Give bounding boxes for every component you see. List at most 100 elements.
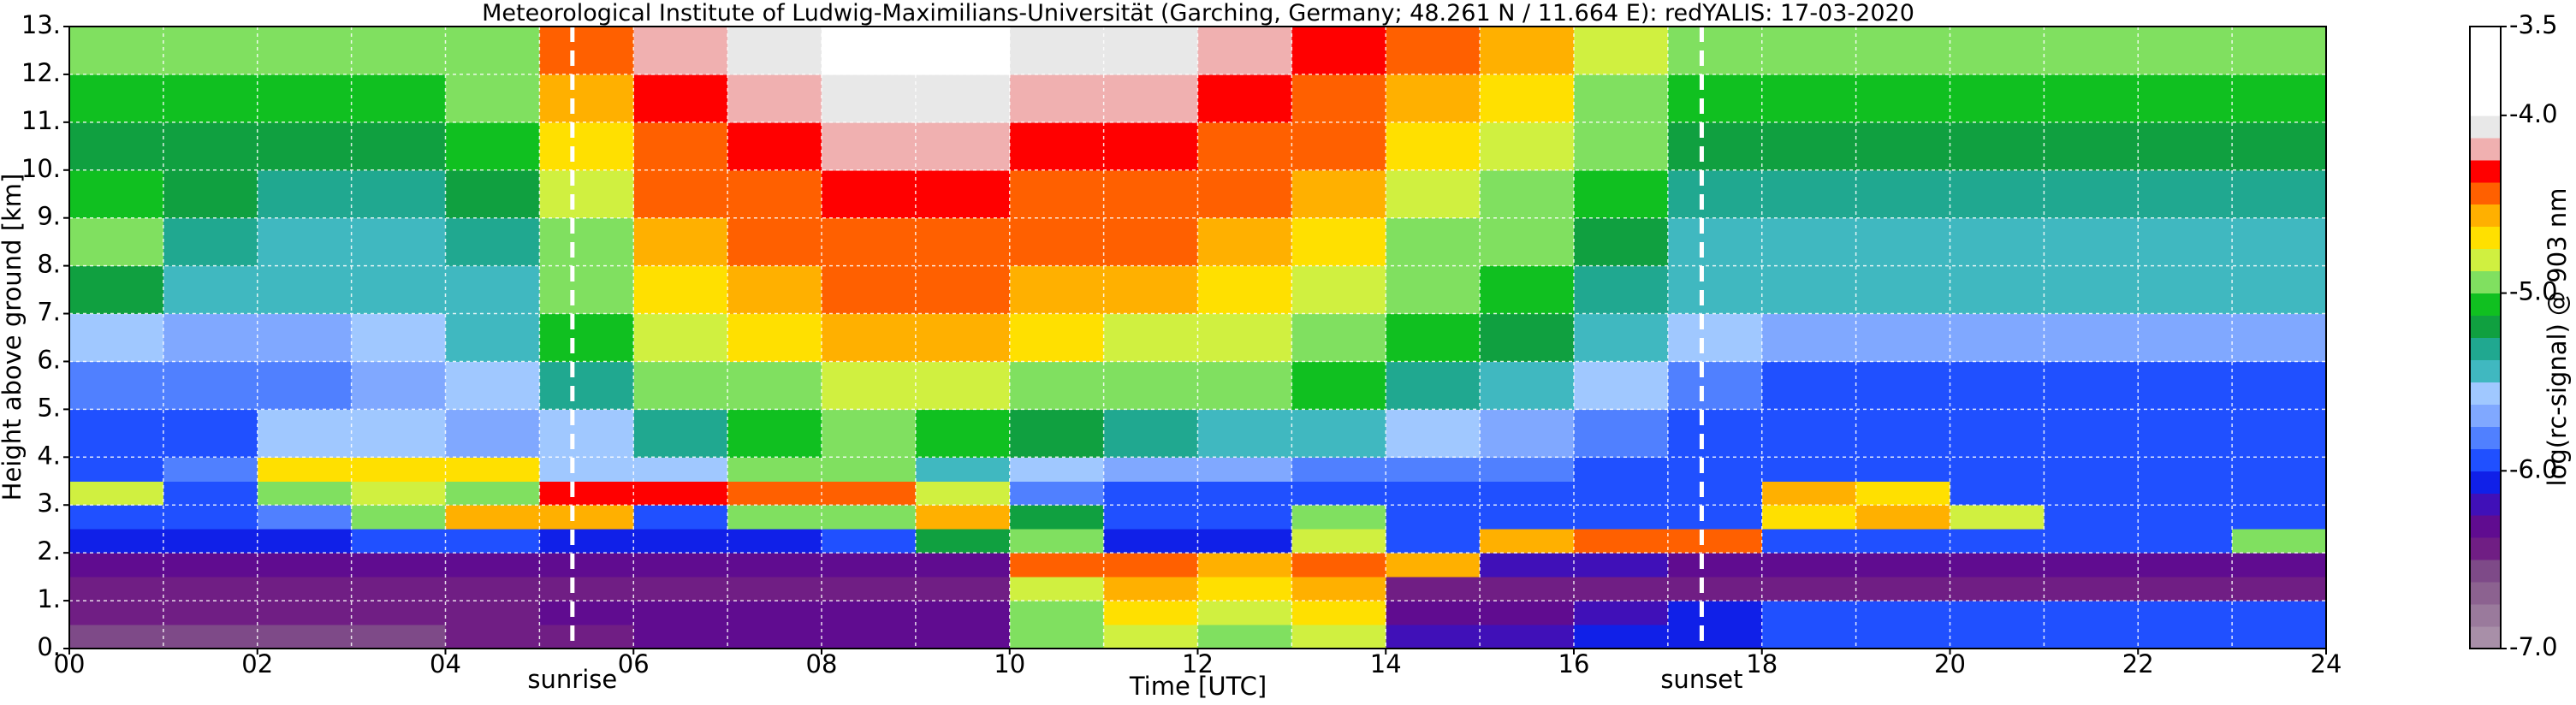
heatmap-cell: [2044, 457, 2139, 482]
y-tick-label: 1.: [37, 584, 61, 613]
heatmap-cell: [1197, 625, 1292, 649]
heatmap-cell: [915, 481, 1011, 506]
heatmap-cell: [257, 409, 353, 458]
heatmap-cell: [1480, 74, 1575, 123]
heatmap-cell: [2232, 625, 2327, 649]
heatmap-cell: [2232, 409, 2327, 458]
heatmap-cell: [2138, 625, 2233, 649]
heatmap-cell: [1103, 409, 1198, 458]
y-tick-label: 11.: [21, 106, 61, 135]
heatmap-cell: [69, 601, 164, 625]
heatmap-cell: [915, 265, 1011, 315]
colorbar-band: [2470, 159, 2501, 183]
heatmap-cell: [351, 529, 446, 554]
heatmap-cell: [1574, 217, 1669, 267]
heatmap-cell: [1291, 121, 1386, 171]
heatmap-cell: [2232, 313, 2327, 362]
heatmap-cell: [2232, 481, 2327, 506]
heatmap-cell: [1761, 481, 1857, 506]
heatmap-cell: [1009, 169, 1105, 219]
heatmap-cell: [257, 625, 353, 649]
heatmap-cell: [1009, 313, 1105, 362]
heatmap: [69, 27, 2327, 649]
heatmap-cell: [539, 601, 634, 625]
heatmap-cell: [1291, 553, 1386, 578]
heatmap-cell: [1667, 217, 1763, 267]
colorbar-band: [2470, 315, 2501, 338]
heatmap-cell: [822, 505, 917, 530]
heatmap-cell: [1480, 169, 1575, 219]
heatmap-cell: [1950, 505, 2045, 530]
heatmap-cell: [1103, 505, 1198, 530]
heatmap-cell: [1009, 529, 1105, 554]
heatmap-cell: [445, 313, 540, 362]
heatmap-cell: [69, 265, 164, 315]
heatmap-cell: [539, 481, 634, 506]
heatmap-cell: [1667, 529, 1763, 554]
heatmap-cell: [539, 121, 634, 171]
heatmap-cell: [351, 577, 446, 601]
heatmap-cell: [163, 409, 258, 458]
heatmap-cell: [163, 577, 258, 601]
heatmap-cell: [1291, 169, 1386, 219]
heatmap-cell: [2138, 74, 2233, 123]
heatmap-cell: [1291, 529, 1386, 554]
heatmap-cell: [163, 313, 258, 362]
heatmap-cell: [1667, 169, 1763, 219]
y-tick-label: 5.: [37, 393, 61, 422]
heatmap-cell: [539, 553, 634, 578]
colorbar-label: log(rc-signal) @ 903 nm: [2543, 188, 2572, 487]
heatmap-cell: [1667, 409, 1763, 458]
heatmap-cell: [822, 625, 917, 649]
heatmap-cell: [727, 217, 822, 267]
heatmap-cell: [351, 601, 446, 625]
event-label: sunrise: [527, 665, 617, 694]
heatmap-cell: [1009, 27, 1105, 75]
heatmap-cell: [2138, 217, 2233, 267]
heatmap-cell: [2044, 121, 2139, 171]
heatmap-cell: [2138, 505, 2233, 530]
heatmap-cell: [2044, 505, 2139, 530]
y-tick-label: 3.: [37, 489, 61, 518]
heatmap-cell: [727, 457, 822, 482]
heatmap-cell: [633, 74, 728, 123]
heatmap-cell: [1291, 74, 1386, 123]
heatmap-cell: [1103, 121, 1198, 171]
heatmap-cell: [1950, 121, 2045, 171]
x-tick-label: 10: [994, 649, 1025, 678]
heatmap-cell: [2044, 529, 2139, 554]
heatmap-cell: [915, 625, 1011, 649]
heatmap-cell: [1855, 481, 1950, 506]
heatmap-cell: [727, 361, 822, 410]
heatmap-cell: [1103, 169, 1198, 219]
x-tick-label: 00: [54, 649, 86, 678]
heatmap-cell: [257, 457, 353, 482]
x-tick-label: 24: [2311, 649, 2342, 678]
heatmap-cell: [445, 625, 540, 649]
heatmap-cell: [2232, 457, 2327, 482]
heatmap-cell: [1291, 361, 1386, 410]
heatmap-cell: [2044, 601, 2139, 625]
heatmap-cell: [351, 361, 446, 410]
heatmap-cell: [69, 481, 164, 506]
heatmap-cell: [1761, 625, 1857, 649]
heatmap-cell: [1291, 313, 1386, 362]
heatmap-cell: [1197, 505, 1292, 530]
heatmap-cell: [69, 74, 164, 123]
heatmap-cell: [1855, 577, 1950, 601]
heatmap-cell: [1950, 169, 2045, 219]
heatmap-cell: [351, 265, 446, 315]
heatmap-cell: [2138, 481, 2233, 506]
heatmap-cell: [1197, 217, 1292, 267]
heatmap-cell: [1855, 457, 1950, 482]
heatmap-cell: [1574, 313, 1669, 362]
heatmap-cell: [822, 361, 917, 410]
heatmap-cell: [257, 313, 353, 362]
heatmap-cell: [1291, 577, 1386, 601]
heatmap-cell: [1761, 505, 1857, 530]
heatmap-cell: [1480, 529, 1575, 554]
heatmap-cell: [1667, 481, 1763, 506]
heatmap-cell: [351, 457, 446, 482]
heatmap-cell: [351, 505, 446, 530]
heatmap-cell: [257, 577, 353, 601]
